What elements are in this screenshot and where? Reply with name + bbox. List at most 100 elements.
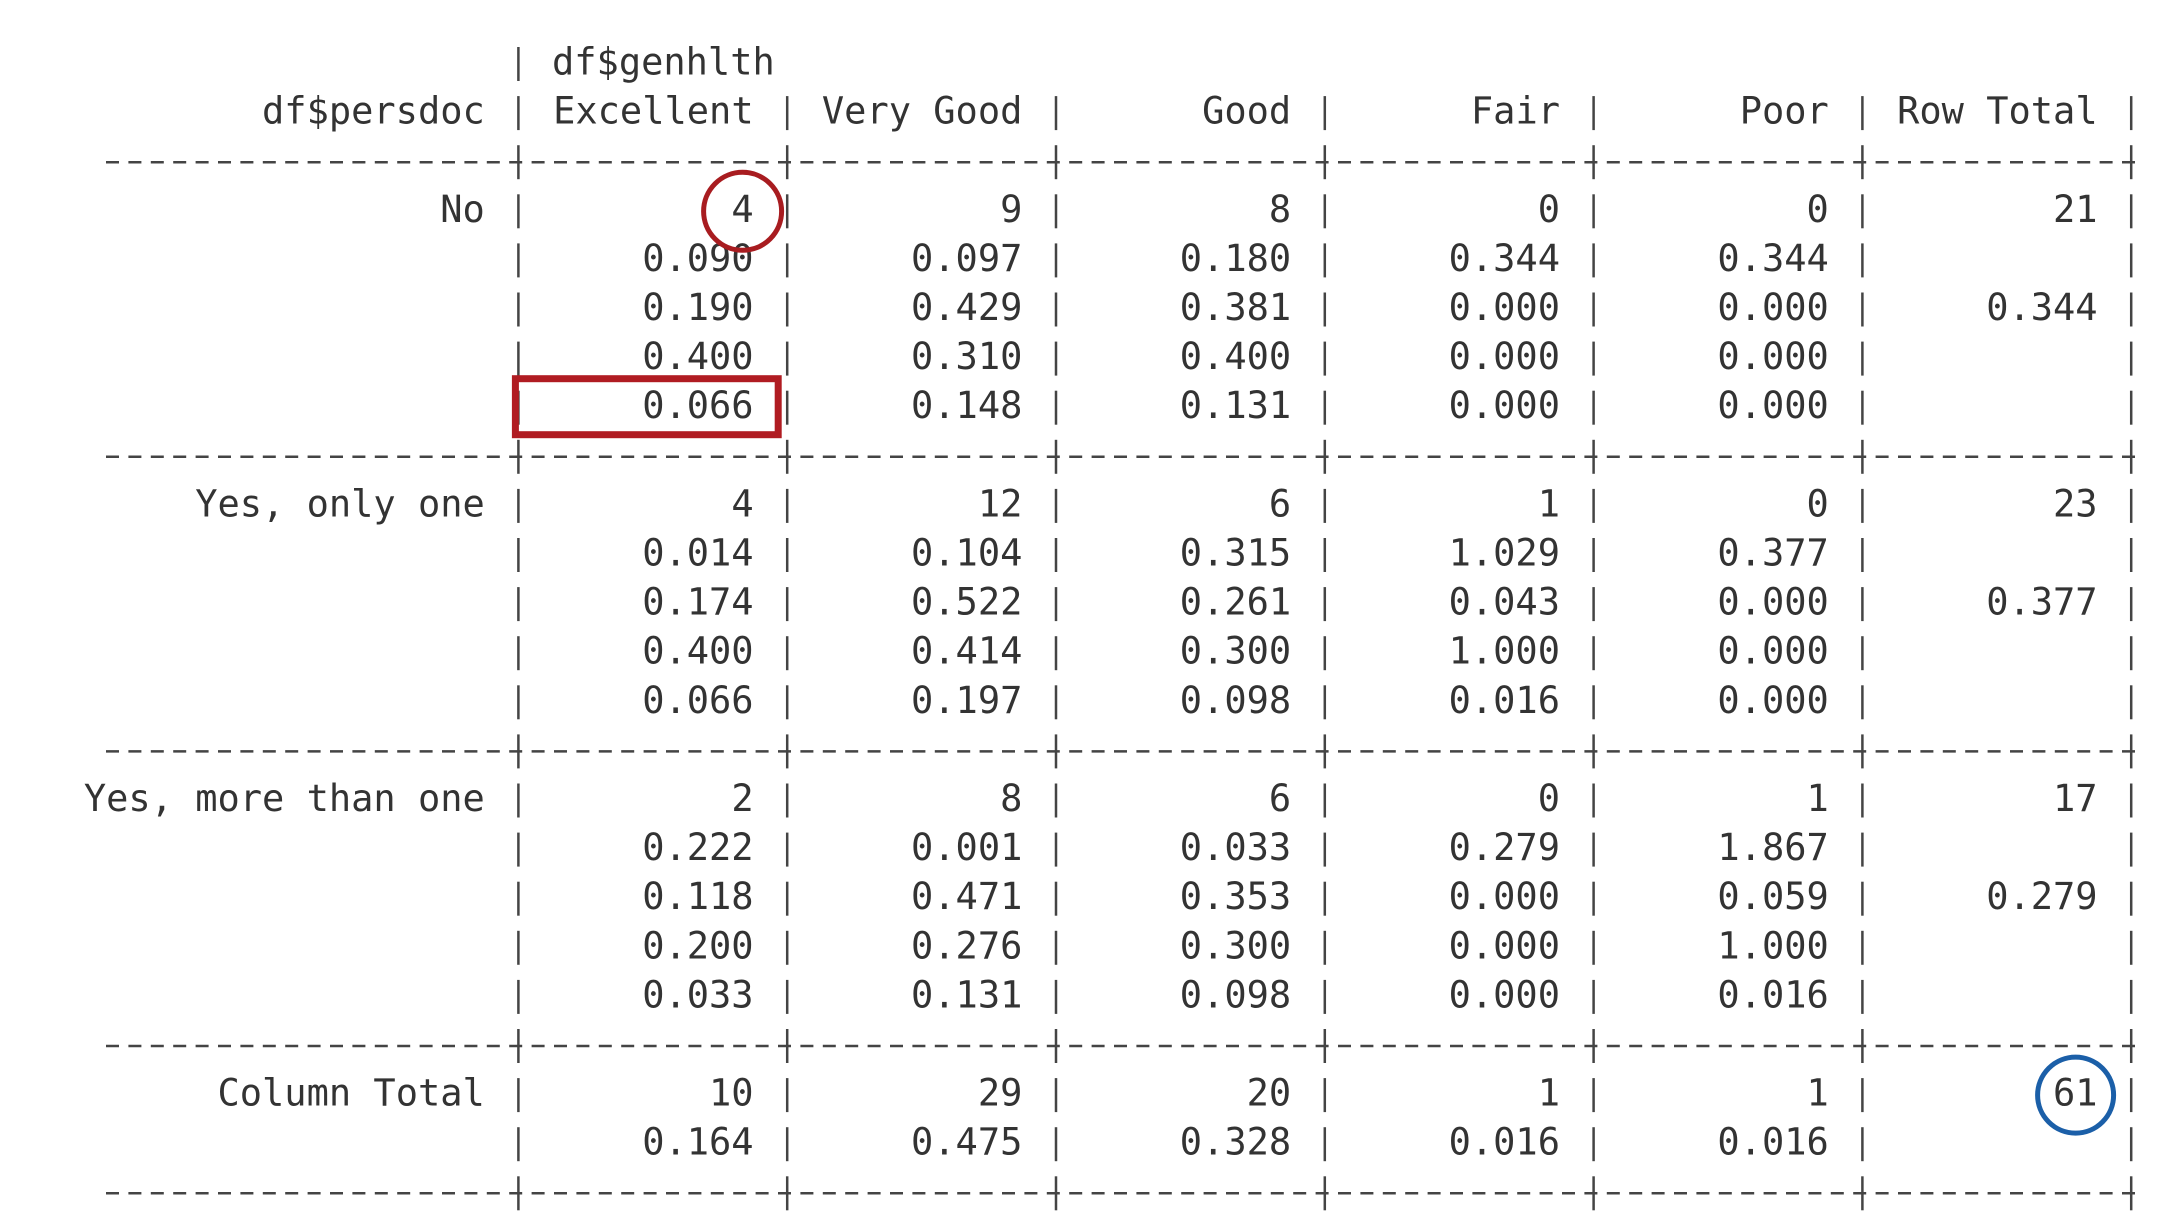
cell-value: 0 bbox=[1807, 482, 1829, 525]
cell-value: 0.174 bbox=[642, 581, 753, 624]
cell-value: 0.000 bbox=[1717, 384, 1828, 427]
cell-value: 0.197 bbox=[911, 679, 1022, 722]
row-total-count: 17 bbox=[2053, 777, 2098, 820]
cell-value: 0.377 bbox=[1717, 532, 1828, 575]
cell-value: 0.104 bbox=[911, 532, 1022, 575]
cell-value: 0.300 bbox=[1180, 630, 1291, 673]
cell-value: 2 bbox=[731, 777, 753, 820]
cell-value: 0.344 bbox=[1717, 237, 1828, 280]
cell-value: 12 bbox=[978, 482, 1023, 525]
cell-value: 0.001 bbox=[911, 826, 1022, 869]
row-total-count: 21 bbox=[2053, 188, 2098, 231]
cell-value: 0.000 bbox=[1717, 630, 1828, 673]
cell-value: 4 bbox=[731, 482, 753, 525]
grand-total: 61 bbox=[2053, 1072, 2098, 1115]
cell-value: 0.098 bbox=[1180, 679, 1291, 722]
cell-value: 0.429 bbox=[911, 286, 1022, 329]
cell-value: 0.200 bbox=[642, 924, 753, 967]
cell-value: 0.000 bbox=[1449, 875, 1560, 918]
cell-value: 0.400 bbox=[1180, 335, 1291, 378]
cell-value: 0 bbox=[1807, 188, 1829, 231]
cell-value: 0.000 bbox=[1449, 384, 1560, 427]
column-total-label: Column Total bbox=[217, 1072, 484, 1115]
cell-value: 0.310 bbox=[911, 335, 1022, 378]
highlight-circle bbox=[701, 169, 785, 253]
column-header: Very Good bbox=[822, 90, 1022, 133]
column-header: Row Total bbox=[1897, 90, 2097, 133]
cell-value: 1 bbox=[1538, 482, 1560, 525]
cell-value: 8 bbox=[1000, 777, 1022, 820]
row-label: Yes, more than one bbox=[84, 777, 485, 820]
cell-value: 0.000 bbox=[1717, 679, 1828, 722]
cell-value: 0.222 bbox=[642, 826, 753, 869]
cell-value: 0.276 bbox=[911, 924, 1022, 967]
cell-value: 8 bbox=[1269, 188, 1291, 231]
cell-value: 0.066 bbox=[642, 679, 753, 722]
column-total-value: 29 bbox=[978, 1072, 1023, 1115]
cell-value: 0.344 bbox=[1449, 237, 1560, 280]
cell-value: 0.190 bbox=[642, 286, 753, 329]
cell-value: 6 bbox=[1269, 777, 1291, 820]
cell-value: 0.097 bbox=[911, 237, 1022, 280]
column-total-value: 10 bbox=[709, 1072, 754, 1115]
cell-value: 0.000 bbox=[1717, 286, 1828, 329]
cell-value: 0.315 bbox=[1180, 532, 1291, 575]
cell-value: 0.043 bbox=[1449, 581, 1560, 624]
cell-value: 0.016 bbox=[1717, 973, 1828, 1016]
cell-value: 0.000 bbox=[1449, 286, 1560, 329]
cell-value: 9 bbox=[1000, 188, 1022, 231]
row-label: Yes, only one bbox=[195, 482, 485, 525]
cell-value: 6 bbox=[1269, 482, 1291, 525]
cell-value: 0.014 bbox=[642, 532, 753, 575]
cell-value: 0.000 bbox=[1449, 335, 1560, 378]
cell-value: 0.471 bbox=[911, 875, 1022, 918]
column-header: Poor bbox=[1740, 90, 1829, 133]
cell-value: 0.000 bbox=[1717, 335, 1828, 378]
highlight-circle-total bbox=[2035, 1054, 2117, 1136]
column-total-value: 1 bbox=[1807, 1072, 1829, 1115]
column-total-value: 0.016 bbox=[1449, 1121, 1560, 1164]
column-header: Good bbox=[1202, 90, 1291, 133]
column-total-value: 1 bbox=[1538, 1072, 1560, 1115]
row-label: No bbox=[440, 188, 485, 231]
cell-value: 0.066 bbox=[642, 384, 753, 427]
cell-value: 1.000 bbox=[1449, 630, 1560, 673]
row-total-proportion: 0.344 bbox=[1986, 286, 2097, 329]
cell-value: 0.059 bbox=[1717, 875, 1828, 918]
cell-value: 1.029 bbox=[1449, 532, 1560, 575]
row-total-proportion: 0.279 bbox=[1986, 875, 2097, 918]
cell-value: 0.400 bbox=[642, 335, 753, 378]
cell-value: 0.279 bbox=[1449, 826, 1560, 869]
cell-value: 0.000 bbox=[1717, 581, 1828, 624]
cell-value: 0.131 bbox=[911, 973, 1022, 1016]
highlight-box bbox=[511, 375, 782, 439]
cell-value: 0 bbox=[1538, 777, 1560, 820]
column-header: Fair bbox=[1471, 90, 1560, 133]
row-variable: df$persdoc bbox=[262, 90, 485, 133]
cell-value: 4 bbox=[731, 188, 753, 231]
cell-value: 1 bbox=[1807, 777, 1829, 820]
cell-value: 0.090 bbox=[642, 237, 753, 280]
cell-value: 1.000 bbox=[1717, 924, 1828, 967]
column-total-value: 0.164 bbox=[642, 1121, 753, 1164]
column-variable: df$genhlth bbox=[552, 41, 775, 84]
cell-value: 0 bbox=[1538, 188, 1560, 231]
cell-value: 0.400 bbox=[642, 630, 753, 673]
cell-value: 0.131 bbox=[1180, 384, 1291, 427]
cell-value: 0.261 bbox=[1180, 581, 1291, 624]
row-total-count: 23 bbox=[2053, 482, 2098, 525]
cell-value: 0.098 bbox=[1180, 973, 1291, 1016]
cell-value: 0.300 bbox=[1180, 924, 1291, 967]
row-total-proportion: 0.377 bbox=[1986, 581, 2097, 624]
cell-value: 0.353 bbox=[1180, 875, 1291, 918]
column-header: Excellent bbox=[553, 90, 753, 133]
column-total-value: 0.328 bbox=[1180, 1121, 1291, 1164]
cell-value: 0.118 bbox=[642, 875, 753, 918]
cell-value: 0.180 bbox=[1180, 237, 1291, 280]
cell-value: 1.867 bbox=[1717, 826, 1828, 869]
cell-value: 0.414 bbox=[911, 630, 1022, 673]
cell-value: 0.033 bbox=[1180, 826, 1291, 869]
cell-value: 0.381 bbox=[1180, 286, 1291, 329]
